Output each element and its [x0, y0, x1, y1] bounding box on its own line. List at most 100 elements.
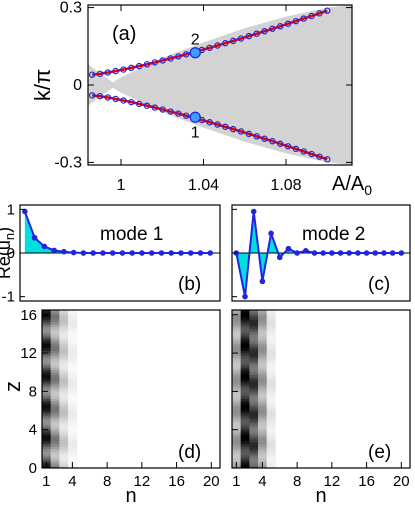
profile-point: [389, 250, 396, 256]
y-tick-label: 4: [29, 422, 37, 439]
intensity-cell: [68, 319, 78, 323]
data-point-upper: [88, 71, 96, 78]
intensity-cell: [258, 338, 268, 342]
intensity-cell: [232, 389, 241, 392]
intensity-cell: [240, 350, 250, 354]
intensity-cell: [249, 345, 259, 349]
intensity-cell: [266, 350, 276, 354]
intensity-cell: [42, 372, 51, 375]
intensity-cell: [240, 403, 250, 407]
intensity-cell: [249, 389, 259, 392]
intensity-cell: [68, 350, 78, 354]
intensity-cell: [232, 424, 241, 428]
intensity-cell: [232, 391, 241, 395]
intensity-cell: [59, 456, 69, 459]
intensity-cell: [258, 326, 268, 330]
intensity-cell: [59, 326, 69, 330]
intensity-cell: [232, 386, 241, 390]
intensity-cell: [59, 374, 69, 378]
intensity-cell: [240, 362, 250, 366]
intensity-cell: [240, 341, 250, 344]
intensity-cell: [59, 369, 69, 373]
intensity-cell: [240, 420, 250, 423]
intensity-cell: [232, 393, 241, 397]
intensity-cell: [68, 436, 78, 440]
intensity-cell: [59, 362, 69, 366]
intensity-cell: [232, 324, 241, 328]
y-tick-label: 8: [29, 383, 37, 400]
intensity-cell: [68, 343, 78, 347]
mode-curve-lower: [92, 94, 328, 161]
intensity-cell: [240, 400, 250, 404]
intensity-cell: [59, 465, 69, 468]
profile-point: [100, 250, 106, 256]
data-point-upper: [245, 32, 253, 40]
intensity-cell: [249, 321, 259, 325]
intensity-cell: [249, 372, 259, 375]
mode-marker-2: [189, 47, 201, 59]
intensity-cell: [266, 348, 276, 351]
intensity-cell: [59, 343, 69, 347]
intensity-cell: [232, 353, 241, 356]
intensity-cell: [50, 362, 60, 366]
data-point-upper: [214, 42, 221, 49]
x-tick-label: 20: [393, 473, 410, 490]
panel-label-c: (c): [368, 274, 390, 295]
intensity-cell: [68, 310, 78, 313]
data-point-lower: [88, 92, 96, 99]
y-tick-label-a: -0.3: [54, 154, 82, 171]
intensity-cell: [266, 451, 276, 454]
intensity-cell: [240, 319, 250, 323]
intensity-cell: [50, 391, 60, 395]
intensity-cell: [266, 410, 276, 414]
intensity-cell: [42, 391, 51, 395]
intensity-cell: [50, 353, 60, 356]
intensity-cell: [59, 439, 69, 442]
intensity-cell: [240, 367, 250, 371]
intensity-cell: [249, 329, 259, 332]
intensity-cell: [249, 398, 259, 402]
intensity-cell: [240, 314, 250, 318]
data-point-lower: [175, 110, 182, 117]
intensity-cell: [240, 444, 250, 447]
intensity-cell: [240, 393, 250, 397]
intensity-cell: [258, 429, 268, 433]
data-point-lower: [308, 150, 315, 158]
data-point-lower: [229, 125, 237, 133]
intensity-cell: [258, 434, 268, 438]
panel-label-d: (d): [178, 442, 201, 463]
intensity-cell: [249, 331, 259, 335]
intensity-cell: [240, 331, 250, 335]
panel-a: 21 1 1.04 1.08-0.300.3 (a) k/π A/A0: [30, 0, 372, 198]
intensity-cell: [68, 417, 78, 421]
intensity-cell: [266, 386, 276, 390]
intensity-cell: [232, 310, 241, 313]
intensity-cell: [50, 321, 60, 325]
intensity-cell: [249, 379, 259, 383]
intensity-cell: [50, 355, 60, 359]
intensity-cell: [266, 362, 276, 366]
intensity-cell: [240, 353, 250, 356]
intensity-cell: [240, 456, 250, 459]
intensity-cell: [50, 417, 60, 421]
intensity-cell: [258, 317, 268, 320]
intensity-cell: [50, 345, 60, 349]
intensity-cell: [59, 408, 69, 411]
intensity-cell: [232, 436, 241, 440]
intensity-cell: [50, 365, 60, 368]
mode-marker-1: [189, 111, 201, 123]
intensity-cell: [249, 393, 259, 397]
profile-point: [268, 230, 274, 237]
intensity-cell: [249, 417, 259, 421]
intensity-cell: [249, 463, 259, 466]
intensity-cell: [42, 377, 51, 380]
profile-point: [355, 250, 361, 256]
intensity-cell: [68, 396, 78, 399]
data-point-lower: [245, 130, 253, 138]
intensity-cell: [59, 360, 69, 363]
intensity-cell: [249, 310, 259, 313]
intensity-cell: [266, 403, 276, 407]
intensity-cell: [240, 312, 250, 316]
intensity-cell: [249, 338, 259, 342]
intensity-cell: [50, 312, 60, 316]
